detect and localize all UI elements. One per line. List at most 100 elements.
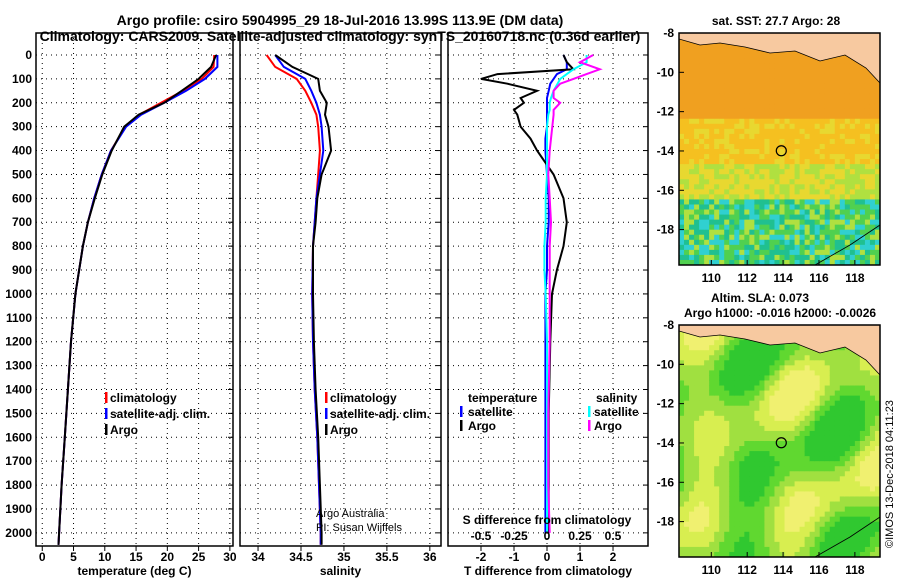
map-cell xyxy=(859,68,866,74)
map-cell xyxy=(799,385,806,392)
map-cell xyxy=(754,83,760,89)
map-cell xyxy=(739,521,745,528)
map-cell xyxy=(779,189,786,195)
lon-tick-label: 116 xyxy=(809,563,829,577)
map-cell xyxy=(834,164,841,170)
map-cell xyxy=(849,395,856,402)
map-cell xyxy=(679,128,685,135)
map-cell xyxy=(709,335,715,341)
map-cell xyxy=(749,48,755,54)
map-cell xyxy=(814,531,821,538)
map-cell xyxy=(779,486,786,492)
map-cell xyxy=(689,486,695,492)
map-cell xyxy=(724,400,730,407)
map-cell xyxy=(854,149,861,155)
map-cell xyxy=(724,441,730,447)
map-cell xyxy=(714,516,720,523)
map-cell xyxy=(829,476,836,482)
map-cell xyxy=(724,259,730,266)
map-cell xyxy=(849,58,856,64)
map-cell xyxy=(829,365,836,371)
map-cell xyxy=(689,48,695,54)
y-tick-label: 1300 xyxy=(5,359,32,373)
map-cell xyxy=(794,249,801,256)
map-cell xyxy=(694,128,700,135)
map-cell xyxy=(714,350,720,356)
map-cell xyxy=(819,123,826,130)
map-cell xyxy=(679,486,685,492)
map-cell xyxy=(829,209,836,216)
map-cell xyxy=(834,521,841,528)
map-cell xyxy=(729,48,735,54)
map-cell xyxy=(824,194,831,200)
map-cell xyxy=(859,415,866,422)
map-cell xyxy=(744,375,750,381)
map-cell xyxy=(829,405,836,412)
map-cell xyxy=(849,149,856,155)
map-cell xyxy=(684,551,690,558)
map-cell xyxy=(779,259,786,266)
map-cell xyxy=(819,239,826,246)
map-cell xyxy=(834,169,841,175)
map-cell xyxy=(844,154,851,160)
map-cell xyxy=(864,360,871,366)
map-cell xyxy=(774,486,780,492)
map-cell xyxy=(799,133,806,140)
map-cell xyxy=(794,456,801,462)
map-cell xyxy=(844,400,851,407)
map-cell xyxy=(829,174,836,180)
map-cell xyxy=(779,214,786,221)
map-cell xyxy=(839,380,846,387)
map-cell xyxy=(834,451,841,457)
map-cell xyxy=(679,174,685,180)
map-cell xyxy=(809,204,816,211)
map-cell xyxy=(864,83,871,89)
map-cell xyxy=(719,350,725,356)
map-cell xyxy=(854,410,861,417)
map-cell xyxy=(764,425,770,432)
map-cell xyxy=(874,501,881,508)
map-cell xyxy=(689,88,695,95)
map-cell xyxy=(764,405,770,412)
map-cell xyxy=(739,481,745,487)
map-cell xyxy=(704,88,710,95)
map-cell xyxy=(719,506,725,513)
map-cell xyxy=(789,68,796,74)
map-cell xyxy=(769,536,775,543)
map-cell xyxy=(704,546,710,553)
map-cell xyxy=(724,63,730,69)
map-cell xyxy=(724,73,730,79)
map-cell xyxy=(694,209,700,216)
map-cell xyxy=(684,138,690,145)
map-cell xyxy=(699,249,705,256)
map-cell xyxy=(679,63,685,69)
map-cell xyxy=(714,229,720,236)
map-cell xyxy=(689,68,695,74)
map-cell xyxy=(784,88,791,95)
map-cell xyxy=(824,138,831,145)
map-cell xyxy=(699,551,705,558)
map-cell xyxy=(864,78,871,84)
y-tick-label: 600 xyxy=(12,191,32,205)
map-cell xyxy=(814,108,821,115)
map-cell xyxy=(679,154,685,160)
map-cell xyxy=(869,365,876,371)
map-cell xyxy=(729,430,735,437)
map-cell xyxy=(749,365,755,371)
map-cell xyxy=(869,375,876,381)
map-cell xyxy=(749,249,755,256)
map-cell xyxy=(799,546,806,553)
map-cell xyxy=(799,415,806,422)
map-cell xyxy=(784,355,791,361)
map-cell xyxy=(744,244,750,251)
map-cell xyxy=(759,390,765,397)
map-cell xyxy=(724,345,730,351)
map-cell xyxy=(684,451,690,457)
map-cell xyxy=(724,466,730,472)
map-cell xyxy=(744,546,750,553)
map-cell xyxy=(829,526,836,533)
map-cell xyxy=(819,425,826,432)
map-cell xyxy=(699,58,705,64)
map-cell xyxy=(789,451,796,457)
map-cell xyxy=(794,68,801,74)
